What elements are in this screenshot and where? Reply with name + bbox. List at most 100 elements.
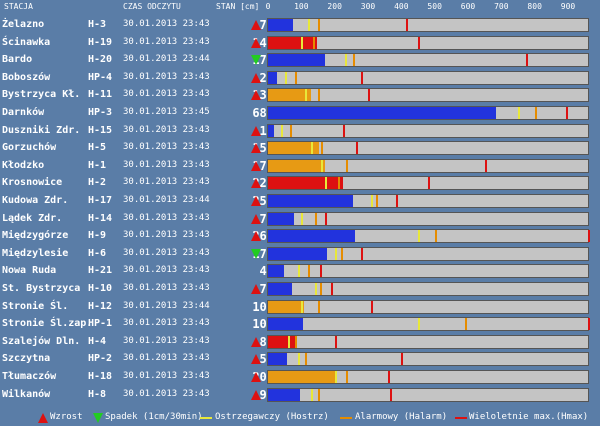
legend-alarm: Alarmowy (Halarm) — [355, 412, 448, 422]
trend-up-icon — [251, 336, 261, 347]
max-marker — [406, 19, 409, 31]
level-fill — [268, 54, 325, 67]
reading-time: 30.01.2013 23:43 — [123, 247, 210, 258]
station-name: Stronie Śl.zap. — [2, 318, 93, 330]
level-bar — [267, 334, 589, 349]
legend-up: Wzrost — [50, 412, 83, 422]
trend-up-icon — [251, 389, 261, 400]
reading-time: 30.01.2013 23:43 — [123, 230, 210, 241]
level-fill — [268, 300, 304, 313]
level-fill — [268, 124, 274, 137]
station-code: H-3 — [88, 19, 107, 30]
scale-tick: 600 — [460, 2, 476, 11]
max-marker — [371, 300, 374, 313]
alarm-marker — [314, 212, 317, 225]
alarm-marker — [321, 142, 324, 155]
water-level: 105 — [252, 317, 274, 332]
water-level: 79 — [214, 212, 274, 226]
level-fill — [268, 142, 319, 155]
station-code: H-10 — [88, 283, 113, 294]
scale-tick: 100 — [294, 2, 309, 11]
station-row[interactable]: Szalejów Dln. H-4 30.01.2013 23:43 88 — [0, 333, 600, 352]
alarm-marker — [534, 107, 537, 119]
station-row[interactable]: St. Bystrzyca H-10 30.01.2013 23:43 71 — [0, 280, 600, 299]
station-row[interactable]: Gorzuchów H-5 30.01.2013 23:43 153 — [0, 139, 600, 158]
level-fill — [268, 177, 343, 190]
trend-up-icon — [251, 143, 261, 154]
station-row[interactable]: Tłumaczów H-18 30.01.2013 23:43 208 — [0, 368, 600, 387]
max-marker — [389, 388, 392, 401]
level-bar — [267, 35, 589, 50]
station-row[interactable]: Lądek Zdr. H-14 30.01.2013 23:43 79 — [0, 210, 600, 229]
alarm-marker — [353, 54, 355, 67]
station-row[interactable]: Stronie Śl. H-12 30.01.2013 23:44 107 — [0, 298, 600, 317]
station-code: H-21 — [88, 265, 113, 277]
station-row[interactable]: Bystrzyca Kł. H-11 30.01.2013 23:43 130 — [0, 86, 600, 105]
max-marker — [484, 159, 487, 172]
station-row[interactable]: Kłodzko H-1 30.01.2013 23:43 170 — [0, 157, 600, 176]
alarm-marker — [346, 159, 349, 172]
reading-time: 30.01.2013 23:45 — [123, 107, 210, 117]
reading-time: 30.01.2013 23:43 — [123, 283, 210, 293]
reading-time: 30.01.2013 23:44 — [123, 54, 210, 65]
water-level: 96 — [214, 388, 274, 402]
water-level: 75 — [214, 18, 274, 32]
max-marker — [319, 265, 322, 278]
reading-time: 30.01.2013 23:43 — [123, 142, 210, 153]
station-row[interactable]: Wilkanów H-8 30.01.2013 23:43 96 — [0, 386, 600, 405]
level-fill — [268, 371, 338, 383]
scale-tick: 300 — [360, 2, 376, 11]
station-row[interactable]: Ścinawka H-19 30.01.2013 23:43 146 — [0, 34, 600, 53]
level-fill — [268, 335, 298, 348]
reading-time: 30.01.2013 23:44 — [123, 300, 210, 311]
trend-down-icon — [251, 55, 261, 66]
station-row[interactable]: Szczytna HP-2 30.01.2013 23:43 57 — [0, 350, 600, 369]
trend-up-icon — [251, 160, 261, 171]
water-level: 177 — [252, 246, 274, 261]
ostrz-marker — [311, 142, 314, 155]
station-row[interactable]: Międzygórze H-9 30.01.2013 23:43 260 — [0, 227, 600, 246]
max-marker — [401, 353, 404, 366]
alarm-marker — [434, 230, 437, 243]
legend-max: Wieloletnie max.(Hmax) — [469, 412, 589, 422]
reading-time: 30.01.2013 23:43 — [123, 89, 210, 100]
max-marker — [428, 177, 430, 190]
station-code: H-4 — [88, 335, 107, 347]
station-row[interactable]: Krosnowice H-2 30.01.2013 23:43 225 — [0, 174, 600, 193]
station-code: HP-1 — [88, 318, 113, 330]
header-time: CZAS ODCZYTU — [123, 2, 181, 11]
station-row[interactable]: Nowa Ruda H-21 30.01.2013 23:43 48 — [0, 262, 600, 281]
station-row[interactable]: Stronie Śl.zap. HP-1 30.01.2013 23:43 105 — [0, 315, 600, 334]
station-row[interactable]: Duszniki Zdr. H-15 30.01.2013 23:43 17 — [0, 122, 600, 141]
water-level: 170 — [252, 53, 274, 68]
station-code: H-20 — [88, 54, 113, 66]
station-row[interactable]: Bardo H-20 30.01.2013 23:44 170 — [0, 51, 600, 70]
station-row[interactable]: Żelazno H-3 30.01.2013 23:43 75 — [0, 16, 600, 35]
up-triangle-icon — [38, 413, 48, 423]
reading-time: 30.01.2013 23:43 — [123, 177, 210, 188]
reading-time: 30.01.2013 23:43 — [123, 71, 210, 82]
level-fill — [268, 265, 284, 278]
station-code: H-11 — [88, 89, 113, 101]
trend-up-icon — [251, 90, 261, 101]
max-marker — [566, 107, 569, 119]
station-name: Gorzuchów — [2, 142, 57, 154]
water-level: 256 — [252, 194, 274, 208]
ostrz-marker — [281, 124, 284, 137]
ostrz-marker — [308, 19, 310, 31]
level-bar — [267, 299, 589, 314]
ostrz-marker — [334, 247, 337, 260]
reading-time: 30.01.2013 23:43 — [123, 212, 210, 223]
station-name: Szczytna — [2, 353, 51, 365]
station-name: Bystrzyca Kł. — [2, 89, 81, 101]
station-row[interactable]: Międzylesie H-6 30.01.2013 23:43 177 — [0, 245, 600, 264]
station-row[interactable]: Boboszów HP-4 30.01.2013 23:43 26 — [0, 69, 600, 88]
station-row[interactable]: Kudowa Zdr. H-17 30.01.2013 23:44 256 — [0, 192, 600, 211]
ostrz-marker — [314, 283, 317, 295]
station-code: HP-2 — [88, 353, 113, 365]
station-name: Żelazno — [2, 19, 45, 30]
level-fill — [268, 388, 300, 401]
level-fill — [268, 230, 355, 243]
station-row[interactable]: Darnków HP-3 30.01.2013 23:45 685 — [0, 104, 600, 123]
